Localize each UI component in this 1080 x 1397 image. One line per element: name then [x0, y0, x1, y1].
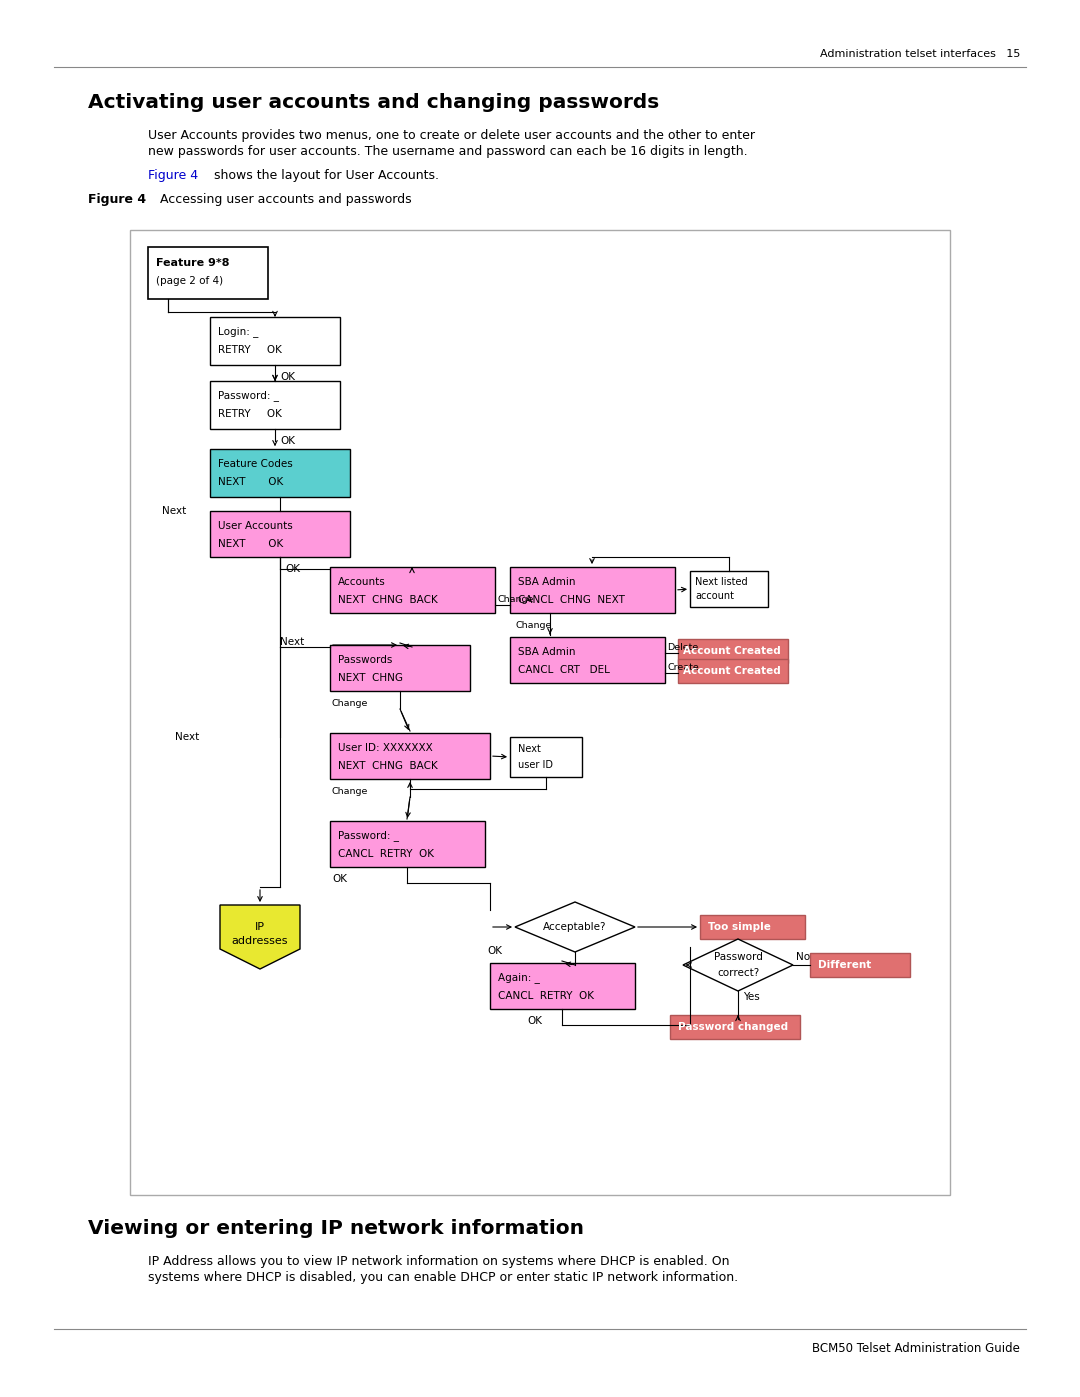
- Text: CANCL  CHNG  NEXT: CANCL CHNG NEXT: [518, 595, 625, 605]
- Text: systems where DHCP is disabled, you can enable DHCP or enter static IP network i: systems where DHCP is disabled, you can …: [148, 1270, 738, 1284]
- Text: Again: _: Again: _: [498, 972, 540, 983]
- Text: User ID: XXXXXXX: User ID: XXXXXXX: [338, 743, 433, 753]
- Text: NEXT       OK: NEXT OK: [218, 539, 283, 549]
- FancyBboxPatch shape: [330, 567, 495, 613]
- Text: User Accounts provides two menus, one to create or delete user accounts and the : User Accounts provides two menus, one to…: [148, 129, 755, 141]
- Text: addresses: addresses: [232, 936, 288, 946]
- Text: shows the layout for User Accounts.: shows the layout for User Accounts.: [210, 169, 438, 182]
- Text: correct?: correct?: [717, 968, 759, 978]
- Text: Passwords: Passwords: [338, 655, 392, 665]
- Polygon shape: [220, 905, 300, 970]
- Text: CANCL  CRT   DEL: CANCL CRT DEL: [518, 665, 610, 675]
- Text: Accounts: Accounts: [338, 577, 386, 587]
- Text: Next: Next: [518, 745, 541, 754]
- Text: Login: _: Login: _: [218, 327, 258, 338]
- Text: Change: Change: [497, 595, 534, 604]
- FancyBboxPatch shape: [330, 821, 485, 868]
- Text: account: account: [696, 591, 734, 601]
- FancyBboxPatch shape: [678, 659, 788, 683]
- Text: Viewing or entering IP network information: Viewing or entering IP network informati…: [87, 1220, 584, 1239]
- Text: Next: Next: [162, 506, 186, 515]
- Text: CANCL  RETRY  OK: CANCL RETRY OK: [338, 849, 434, 859]
- Text: CANCL  RETRY  OK: CANCL RETRY OK: [498, 990, 594, 1002]
- Text: Password: Password: [714, 951, 762, 963]
- FancyBboxPatch shape: [210, 511, 350, 557]
- FancyBboxPatch shape: [510, 567, 675, 613]
- Text: Account Created: Account Created: [683, 666, 781, 676]
- Text: Feature 9*8: Feature 9*8: [156, 258, 229, 268]
- Text: Password: _: Password: _: [218, 391, 279, 401]
- Text: Too simple: Too simple: [708, 922, 771, 932]
- Text: Yes: Yes: [743, 992, 759, 1002]
- FancyBboxPatch shape: [330, 645, 470, 692]
- Text: Acceptable?: Acceptable?: [543, 922, 607, 932]
- FancyBboxPatch shape: [670, 1016, 800, 1039]
- Text: NEXT  CHNG  BACK: NEXT CHNG BACK: [338, 761, 437, 771]
- FancyBboxPatch shape: [210, 317, 340, 365]
- Text: Change: Change: [332, 787, 368, 795]
- FancyBboxPatch shape: [210, 448, 350, 497]
- Text: OK: OK: [332, 875, 347, 884]
- Text: SBA Admin: SBA Admin: [518, 647, 576, 657]
- Text: Administration telset interfaces   15: Administration telset interfaces 15: [820, 49, 1020, 59]
- Text: Account Created: Account Created: [683, 645, 781, 657]
- FancyBboxPatch shape: [210, 381, 340, 429]
- Polygon shape: [683, 939, 793, 990]
- FancyBboxPatch shape: [678, 638, 788, 664]
- Text: IP Address allows you to view IP network information on systems where DHCP is en: IP Address allows you to view IP network…: [148, 1255, 729, 1267]
- Text: OK: OK: [285, 564, 300, 574]
- Text: Change: Change: [332, 698, 368, 707]
- Text: No: No: [796, 951, 810, 963]
- Text: new passwords for user accounts. The username and password can each be 16 digits: new passwords for user accounts. The use…: [148, 144, 747, 158]
- FancyBboxPatch shape: [510, 738, 582, 777]
- Text: SBA Admin: SBA Admin: [518, 577, 576, 587]
- Text: Activating user accounts and changing passwords: Activating user accounts and changing pa…: [87, 92, 659, 112]
- Text: Password: _: Password: _: [338, 831, 399, 841]
- Text: Next listed: Next listed: [696, 577, 747, 587]
- Text: Accessing user accounts and passwords: Accessing user accounts and passwords: [148, 193, 411, 205]
- FancyBboxPatch shape: [690, 571, 768, 608]
- Text: Feature Codes: Feature Codes: [218, 460, 293, 469]
- Text: OK: OK: [487, 946, 502, 956]
- Text: Next: Next: [280, 637, 305, 647]
- Text: Different: Different: [818, 960, 872, 970]
- Text: Next: Next: [175, 732, 199, 742]
- Text: RETRY     OK: RETRY OK: [218, 409, 282, 419]
- FancyBboxPatch shape: [510, 637, 665, 683]
- Text: NEXT       OK: NEXT OK: [218, 476, 283, 488]
- Text: (page 2 of 4): (page 2 of 4): [156, 277, 224, 286]
- Text: User Accounts: User Accounts: [218, 521, 293, 531]
- Text: RETRY     OK: RETRY OK: [218, 345, 282, 355]
- Text: Figure 4: Figure 4: [148, 169, 198, 182]
- Text: OK: OK: [280, 436, 295, 446]
- Text: NEXT  CHNG  BACK: NEXT CHNG BACK: [338, 595, 437, 605]
- Text: NEXT  CHNG: NEXT CHNG: [338, 673, 403, 683]
- Text: Figure 4: Figure 4: [87, 193, 146, 205]
- Text: user ID: user ID: [518, 760, 553, 770]
- Polygon shape: [515, 902, 635, 951]
- FancyBboxPatch shape: [700, 915, 805, 939]
- Text: BCM50 Telset Administration Guide: BCM50 Telset Administration Guide: [812, 1343, 1020, 1355]
- FancyBboxPatch shape: [130, 231, 950, 1194]
- Text: Password changed: Password changed: [678, 1023, 788, 1032]
- FancyBboxPatch shape: [490, 963, 635, 1009]
- Text: Create: Create: [667, 662, 699, 672]
- Text: IP: IP: [255, 922, 265, 932]
- Text: OK: OK: [527, 1016, 542, 1025]
- Text: OK: OK: [280, 372, 295, 381]
- FancyBboxPatch shape: [330, 733, 490, 780]
- Text: Change: Change: [515, 620, 552, 630]
- FancyBboxPatch shape: [148, 247, 268, 299]
- FancyBboxPatch shape: [810, 953, 910, 977]
- Text: Delete: Delete: [667, 643, 699, 651]
